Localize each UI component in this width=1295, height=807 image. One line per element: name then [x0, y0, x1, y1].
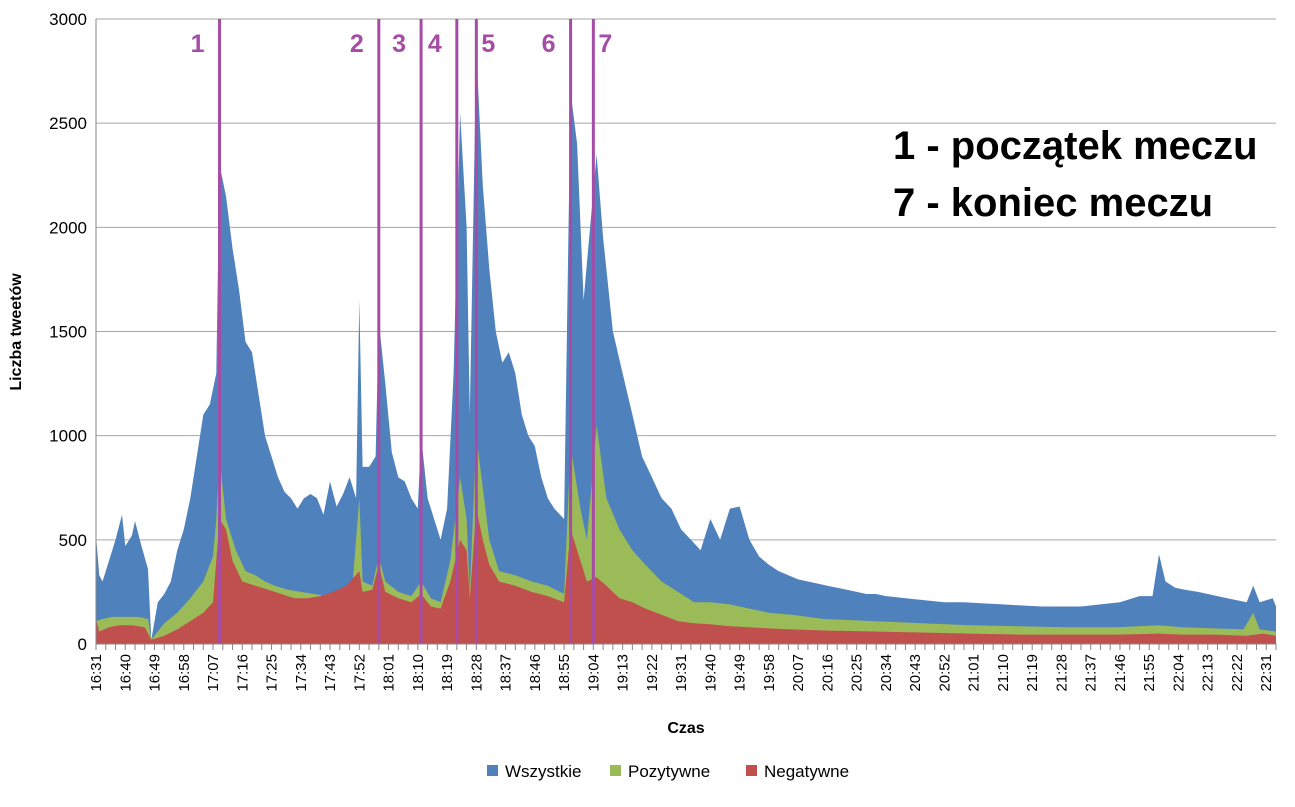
- x-tick-2222: 22:22: [1229, 654, 1246, 692]
- y-tick-labels: 0 500 1000 1500 2000 2500 3000: [49, 10, 87, 654]
- x-tick-2204: 22:04: [1171, 654, 1188, 692]
- annotation-end: 7 - koniec meczu: [893, 181, 1213, 225]
- x-tick-1743: 17:43: [322, 654, 339, 692]
- area-pozytywne: [96, 425, 1276, 644]
- x-tick-labels: 16:31 16:40 16:49 16:58 17:07 17:16 17:25 17:34…: [88, 654, 1275, 692]
- x-tick-2119: 21:19: [1024, 654, 1041, 692]
- axes: [95, 19, 1277, 650]
- x-tick-2101: 21:01: [966, 654, 983, 692]
- area-wszystkie: [96, 50, 1276, 645]
- legend-swatch-pozytywne: [610, 765, 621, 776]
- x-tick-1810: 18:10: [410, 654, 427, 692]
- x-tick-1707: 17:07: [205, 654, 222, 692]
- area-negatywne: [96, 508, 1276, 644]
- series-areas: [96, 50, 1276, 645]
- y-tick-2500: 2500: [49, 114, 87, 133]
- x-tick-1904: 19:04: [585, 654, 602, 692]
- x-tick-1658: 16:58: [176, 654, 193, 692]
- legend-label-pozytywne: Pozytywne: [628, 762, 710, 781]
- x-tick-1958: 19:58: [761, 654, 778, 692]
- x-tick-1734: 17:34: [293, 654, 310, 692]
- legend-label-negatywne: Negatywne: [764, 762, 849, 781]
- event-label-5: 5: [481, 30, 495, 58]
- x-tick-1725: 17:25: [264, 654, 281, 692]
- y-axis-title: Liczba tweetów: [8, 273, 25, 391]
- x-tick-2052: 20:52: [936, 654, 953, 692]
- x-tick-2231: 22:31: [1258, 654, 1275, 692]
- y-tick-500: 500: [59, 531, 87, 550]
- x-tick-2137: 21:37: [1083, 654, 1100, 692]
- x-tick-1631: 16:31: [88, 654, 105, 692]
- legend-swatch-wszystkie: [487, 765, 498, 776]
- event-label-2: 2: [350, 30, 364, 58]
- legend-swatch-negatywne: [746, 765, 757, 776]
- legend-label-wszystkie: Wszystkie: [505, 762, 582, 781]
- legend: Wszystkie Pozytywne Negatywne: [487, 762, 849, 781]
- x-tick-1855: 18:55: [556, 654, 573, 692]
- x-tick-1649: 16:49: [147, 654, 164, 692]
- x-tick-2034: 20:34: [878, 654, 895, 692]
- x-tick-2213: 22:13: [1200, 654, 1217, 692]
- x-tick-2110: 21:10: [995, 654, 1012, 692]
- x-tick-2007: 20:07: [790, 654, 807, 692]
- x-tick-2025: 20:25: [849, 654, 866, 692]
- y-tick-0: 0: [78, 635, 87, 654]
- annotation-start: 1 - początek meczu: [893, 124, 1258, 168]
- x-axis-title: Czas: [667, 720, 704, 737]
- y-tick-1000: 1000: [49, 427, 87, 446]
- x-tick-1801: 18:01: [381, 654, 398, 692]
- x-tick-1931: 19:31: [673, 654, 690, 692]
- event-label-1: 1: [191, 30, 205, 58]
- x-tick-2016: 20:16: [819, 654, 836, 692]
- gridlines: [96, 18, 1276, 541]
- x-tick-1913: 19:13: [615, 654, 632, 692]
- x-tick-2155: 21:55: [1141, 654, 1158, 692]
- x-tick-2043: 20:43: [907, 654, 924, 692]
- x-tick-2128: 21:28: [1054, 654, 1071, 692]
- x-tick-1846: 18:46: [527, 654, 544, 692]
- y-tick-1500: 1500: [49, 323, 87, 342]
- x-tick-1716: 17:16: [234, 654, 251, 692]
- y-tick-3000: 3000: [49, 10, 87, 29]
- x-tick-2146: 21:46: [1112, 654, 1129, 692]
- x-tick-1837: 18:37: [498, 654, 515, 692]
- event-label-3: 3: [392, 30, 406, 58]
- event-label-7: 7: [598, 30, 612, 58]
- x-tick-1828: 18:28: [468, 654, 485, 692]
- event-label-6: 6: [542, 30, 556, 58]
- x-tick-1640: 16:40: [117, 654, 134, 692]
- x-tick-1819: 18:19: [439, 654, 456, 692]
- event-label-4: 4: [428, 30, 442, 58]
- x-tick-1940: 19:40: [702, 654, 719, 692]
- y-tick-2000: 2000: [49, 218, 87, 237]
- x-tick-1922: 19:22: [644, 654, 661, 692]
- x-tick-1949: 19:49: [732, 654, 749, 692]
- x-tick-1752: 17:52: [351, 654, 368, 692]
